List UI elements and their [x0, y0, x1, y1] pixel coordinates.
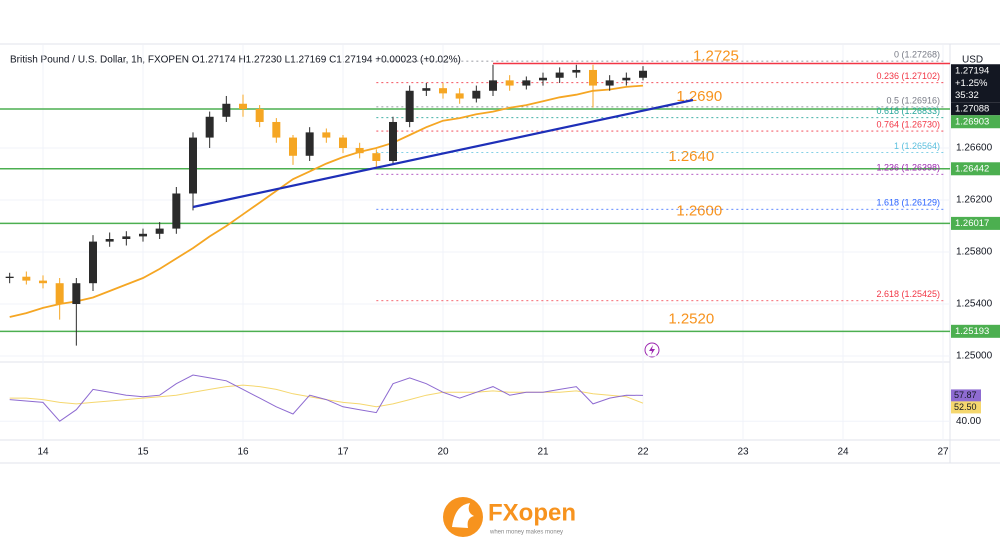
rsi-badge-label: 57.87: [954, 390, 977, 400]
fib-label: 0.618 (1.26833): [876, 106, 940, 116]
candle-body: [372, 153, 381, 161]
candle-body: [122, 236, 131, 239]
x-tick-label: 20: [437, 447, 449, 458]
x-tick-label: 17: [337, 447, 349, 458]
candle-body: [289, 137, 297, 156]
fib-label: 0.236 (1.27102): [876, 71, 940, 81]
candle-body: [189, 137, 197, 194]
event-icon[interactable]: [644, 342, 660, 358]
candle-body: [172, 193, 181, 229]
y-tick-label: 1.25400: [956, 299, 993, 310]
candle-body: [589, 69, 597, 86]
price-badge: [951, 216, 1000, 230]
fib-label: 1.618 (1.26129): [876, 198, 940, 208]
candle-body: [255, 108, 264, 122]
rsi-line: [9, 374, 644, 422]
level-annotation: 1.2520: [668, 310, 714, 327]
rsi-badge-label: 52.50: [954, 402, 977, 412]
candle-body: [305, 132, 314, 156]
fib-label: 0.764 (1.26730): [876, 119, 940, 129]
logo-dragon: [452, 503, 474, 528]
price-badge-label: 1.27088: [955, 103, 989, 114]
level-annotation: 1.2640: [668, 148, 714, 165]
price-badge: [951, 102, 1000, 116]
candle-body: [422, 88, 431, 91]
fib-label: 2.618 (1.25425): [876, 289, 940, 299]
candle-body: [89, 241, 97, 284]
event-icon-bolt: [649, 345, 655, 355]
ma-line: [9, 84, 644, 318]
rsi-badge: [951, 389, 981, 402]
candle-body: [22, 276, 31, 281]
candle-body: [239, 103, 247, 109]
rsi-tick-label: 40.00: [956, 416, 981, 427]
fib-label: 0.5 (1.26916): [886, 95, 940, 105]
candle-body: [505, 80, 514, 86]
candle-body: [205, 116, 214, 138]
price-badge: [951, 324, 1000, 338]
candle-body: [55, 283, 64, 305]
candle-body: [405, 90, 414, 122]
candle-body: [105, 238, 114, 242]
fib-label: 1 (1.26564): [894, 141, 940, 151]
candle-body: [572, 69, 581, 73]
candle-body: [355, 147, 364, 154]
x-tick-label: 27: [937, 447, 949, 458]
y-tick-label: 1.26200: [956, 195, 993, 206]
price-badge: [951, 162, 1000, 176]
candle-body: [439, 88, 447, 94]
trendline: [192, 98, 694, 209]
x-tick-label: 14: [37, 447, 49, 458]
logo-tagline: when money makes money: [489, 530, 563, 536]
price-badge-label: 1.27194: [955, 65, 989, 76]
fib-label: 1.236 (1.26398): [876, 163, 940, 173]
price-badge: [951, 64, 1000, 103]
y-tick-label: 1.25800: [956, 247, 993, 258]
x-tick-label: 23: [737, 447, 749, 458]
level-annotation: 1.2600: [676, 202, 722, 219]
price-badge-label: 1.26903: [955, 116, 989, 127]
candle-body: [322, 132, 331, 138]
candle-body: [222, 103, 231, 117]
y-tick-label: 1.25000: [956, 351, 993, 362]
price-badge-label: 1.26442: [955, 163, 989, 174]
y-tick-label: 1.26600: [956, 143, 993, 154]
candle-body: [5, 276, 14, 279]
currency: USD: [962, 55, 983, 66]
countdown: 35:32: [955, 90, 979, 101]
candle-body: [472, 90, 481, 99]
logo: FXopen when money makes money: [443, 497, 576, 537]
candle-body: [72, 283, 81, 305]
x-tick-label: 24: [837, 447, 849, 458]
candle-body: [139, 233, 147, 237]
candle-body: [489, 80, 497, 91]
header: British Pound / U.S. Dollar, 1h, FXOPEN …: [10, 55, 461, 66]
candle-body: [272, 121, 281, 138]
candle-body: [389, 121, 397, 161]
candle-body: [605, 80, 614, 86]
fib-label: 0 (1.27268): [894, 49, 940, 59]
x-tick-label: 22: [637, 447, 649, 458]
candle-body: [539, 77, 547, 81]
price-badge-label: 1.26017: [955, 218, 989, 229]
x-tick-label: 15: [137, 447, 149, 458]
candle-body: [339, 137, 347, 148]
price-badge-label: 1.25193: [955, 326, 989, 337]
change-badge: +1.25%: [955, 78, 988, 89]
candle-body: [522, 80, 531, 86]
candle-body: [455, 93, 464, 99]
price-badge: [951, 115, 1000, 129]
candle-body: [39, 280, 47, 284]
candle-body: [155, 228, 164, 234]
candle-body: [639, 70, 647, 78]
x-tick-label: 16: [237, 447, 249, 458]
rsi-badge: [951, 401, 981, 414]
resistance-annotation: 1.2725: [693, 47, 739, 64]
candle-body: [622, 77, 631, 81]
logo-name: FXopen: [488, 499, 576, 526]
candle-body: [555, 72, 564, 78]
x-tick-label: 21: [537, 447, 549, 458]
